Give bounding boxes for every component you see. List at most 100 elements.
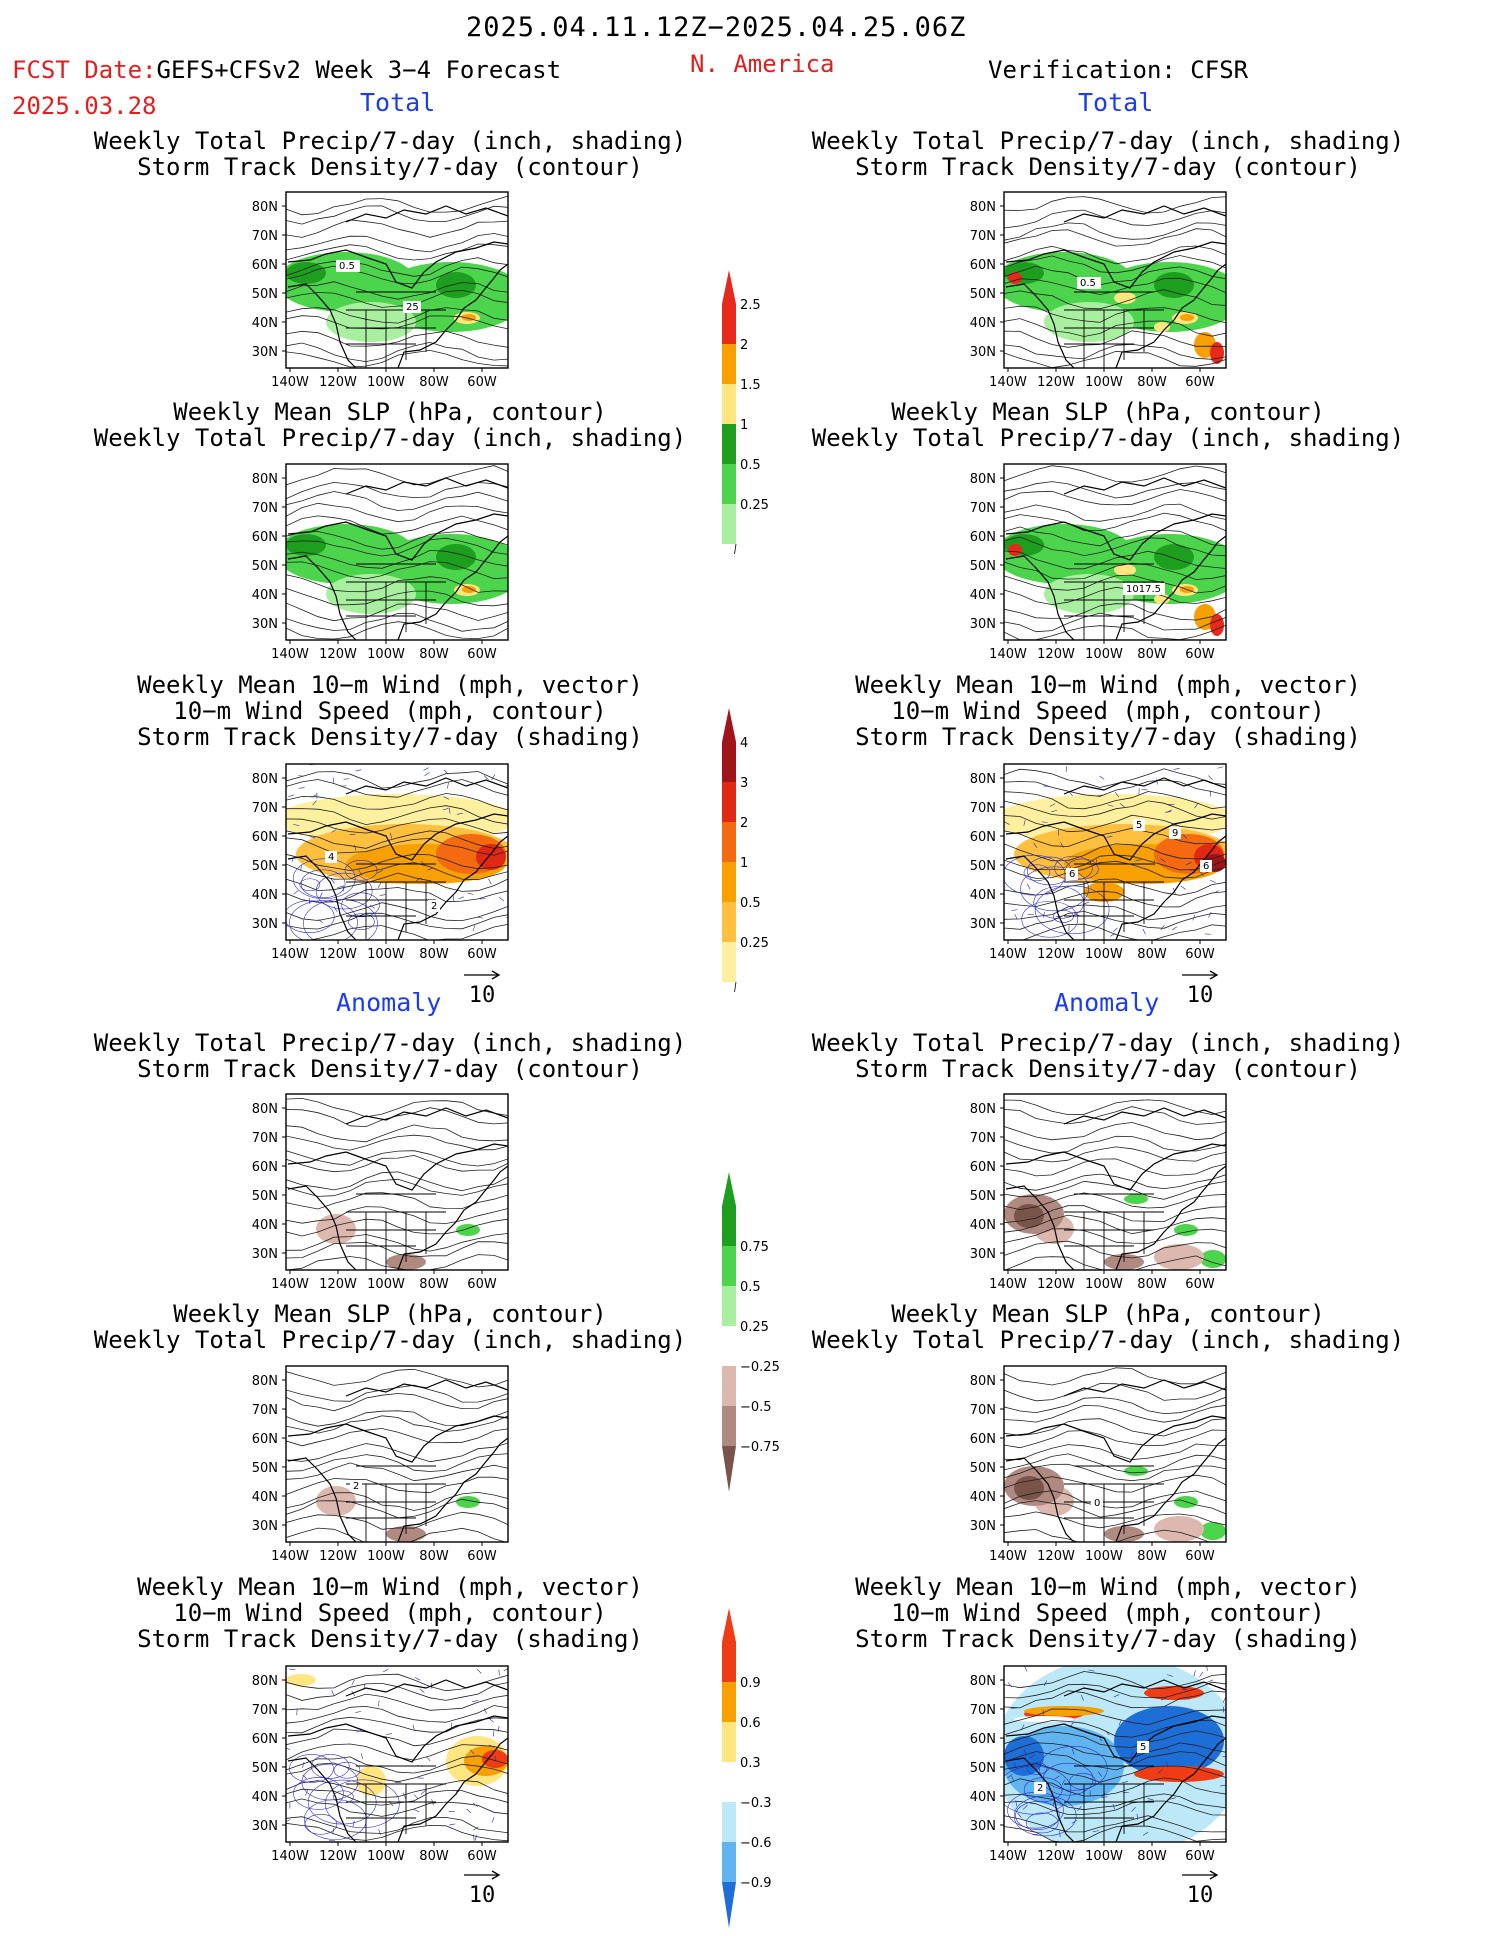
lon-tick-label: 140W (989, 375, 1027, 390)
lat-tick-label: 40N (970, 1218, 996, 1233)
lat-tick-label: 30N (970, 917, 996, 932)
lat-tick-label: 80N (252, 200, 278, 215)
lat-tick-label: 60N (970, 1160, 996, 1175)
verification-label: Verification: CFSR (988, 56, 1248, 84)
lat-tick-label: 30N (970, 617, 996, 632)
lon-tick-label: 80W (419, 1549, 449, 1564)
shading-region (1124, 1194, 1148, 1204)
colorbar-tick-label: −0.6 (740, 1836, 772, 1851)
lat-tick-label: 30N (252, 1247, 278, 1262)
fcst-date-value: 2025.03.28 (12, 92, 157, 120)
contour-label: 4 (328, 852, 334, 863)
colorbar-tick-label: 1 (740, 856, 748, 871)
contour-label: 5 (1140, 1742, 1146, 1753)
lat-tick-label: 70N (252, 229, 278, 244)
shading-region (286, 1674, 316, 1686)
lon-tick-label: 140W (989, 947, 1027, 962)
colorbar-tick-label: −0.3 (740, 1796, 772, 1811)
lon-tick-label: 140W (989, 1549, 1027, 1564)
lon-tick-label: 100W (367, 647, 405, 662)
colorbar-tick-label: −0.9 (740, 1876, 772, 1891)
lon-tick-label: 140W (271, 375, 309, 390)
section-total-left: Total (360, 88, 435, 117)
lat-tick-label: 40N (970, 1490, 996, 1505)
colorbar-tick-label: −0.25 (740, 1360, 780, 1375)
colorbar-tick-label: 1.5 (740, 378, 761, 393)
lat-tick-label: 80N (252, 1102, 278, 1117)
lon-tick-label: 100W (367, 375, 405, 390)
lat-tick-label: 50N (252, 559, 278, 574)
lon-tick-label: 80W (1137, 375, 1167, 390)
shading-region (1180, 314, 1194, 321)
arrow-right-icon (1180, 1869, 1220, 1881)
title-fcst-total-precip: Weekly Total Precip/7-day (inch, shading… (40, 128, 740, 180)
lat-tick-label: 50N (252, 859, 278, 874)
shading-region (1154, 1516, 1204, 1542)
contour-label: 5 (1136, 820, 1142, 831)
colorbar-tick-label: 3 (740, 776, 748, 791)
contour-label: 2 (1037, 1783, 1043, 1794)
lon-tick-label: 100W (1085, 947, 1123, 962)
lat-tick-label: 40N (252, 316, 278, 331)
section-anomaly-right: Anomaly (1054, 988, 1159, 1017)
title-obs-anom-precip: Weekly Total Precip/7-day (inch, shading… (758, 1030, 1458, 1082)
lat-tick-label: 40N (252, 888, 278, 903)
shading-region (1154, 1244, 1204, 1270)
shading-region (1024, 1706, 1104, 1716)
lat-tick-label: 70N (252, 1403, 278, 1418)
contour-label: 6 (1203, 861, 1209, 872)
colorbar-tick-label: −0.75 (740, 1440, 780, 1455)
lat-tick-label: 60N (970, 258, 996, 273)
colorbar-tick-label: 2.5 (740, 298, 761, 313)
lat-tick-label: 70N (252, 501, 278, 516)
lon-tick-label: 100W (1085, 647, 1123, 662)
lat-tick-label: 30N (970, 1247, 996, 1262)
shading-region (1200, 1522, 1226, 1540)
lat-tick-label: 50N (970, 287, 996, 302)
title-obs-total-precip: Weekly Total Precip/7-day (inch, shading… (758, 128, 1458, 180)
colorbar-tick-label: 0.5 (740, 896, 761, 911)
lon-tick-label: 80W (1137, 1849, 1167, 1864)
lon-tick-label: 120W (319, 1549, 357, 1564)
shading-region (436, 272, 476, 298)
lat-tick-label: 30N (252, 917, 278, 932)
vector-ref-value: 10 (1180, 983, 1220, 1008)
lon-tick-label: 120W (319, 1277, 357, 1292)
lon-tick-label: 140W (271, 1549, 309, 1564)
lat-tick-label: 50N (970, 1189, 996, 1204)
lon-tick-label: 60W (467, 375, 497, 390)
lon-tick-label: 140W (989, 1849, 1027, 1864)
lat-tick-label: 60N (252, 830, 278, 845)
lon-tick-label: 140W (271, 947, 309, 962)
vector-ref-value: 10 (1180, 1883, 1220, 1908)
section-total-right: Total (1078, 88, 1153, 117)
colorbar-tick-label: 0.25 (740, 1320, 769, 1335)
shading-region (1014, 1476, 1044, 1500)
lat-tick-label: 50N (970, 1461, 996, 1476)
lon-tick-label: 140W (271, 1849, 309, 1864)
lat-tick-label: 70N (970, 229, 996, 244)
colorbar-tick-label: 0.5 (740, 1280, 761, 1295)
lat-tick-label: 60N (252, 1432, 278, 1447)
shading-region (326, 302, 416, 342)
lon-tick-label: 120W (1037, 1549, 1075, 1564)
arrow-right-icon (462, 1869, 502, 1881)
lat-tick-label: 30N (252, 1519, 278, 1534)
lat-tick-label: 70N (252, 1703, 278, 1718)
shading-region (1124, 1466, 1148, 1476)
lat-tick-label: 40N (252, 588, 278, 603)
vector-ref-fcst-total: 10 (462, 962, 502, 1008)
lon-tick-label: 80W (419, 947, 449, 962)
